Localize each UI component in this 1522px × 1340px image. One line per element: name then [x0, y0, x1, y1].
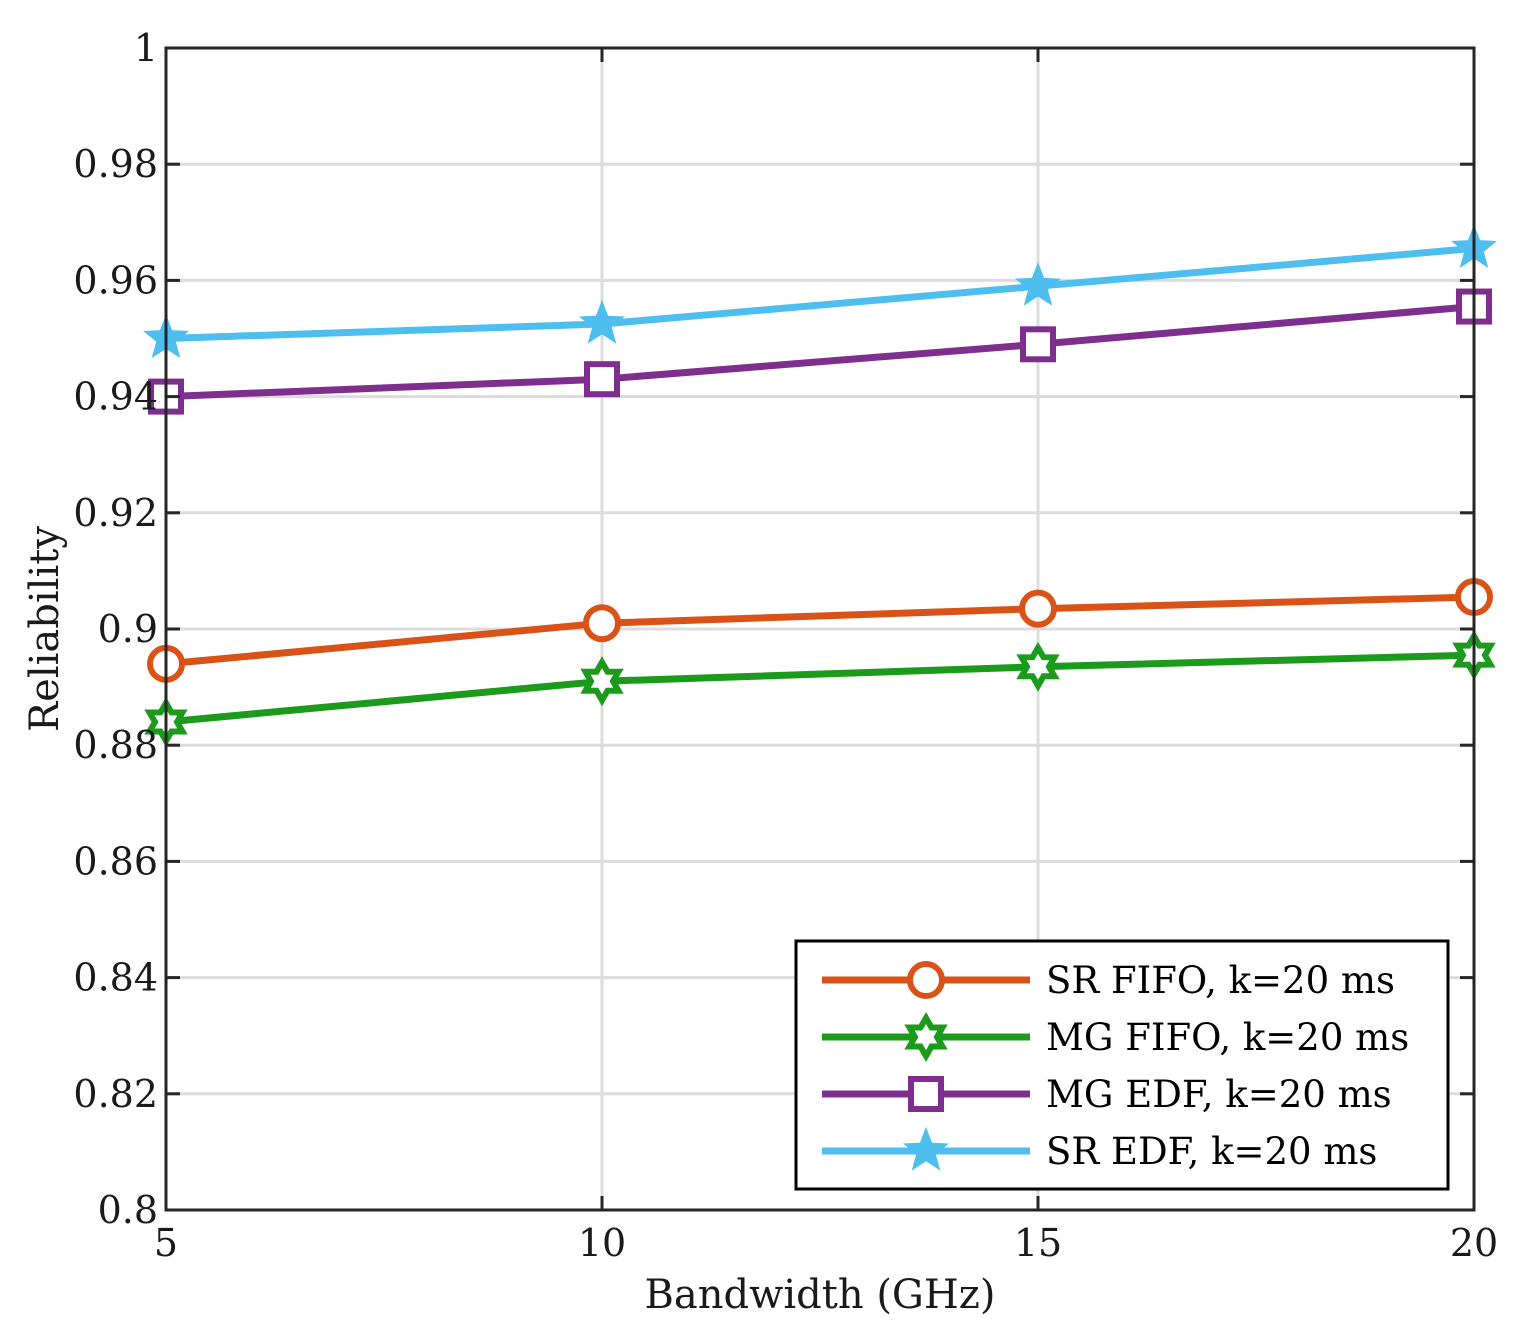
legend-label: SR FIFO, k=20 ms: [1046, 959, 1395, 1002]
data-point-marker: [584, 361, 620, 398]
y-tick-label: 0.86: [73, 839, 158, 883]
x-tick-label: 10: [578, 1221, 626, 1265]
legend-item: SR FIFO, k=20 ms: [822, 959, 1395, 1002]
y-tick-label: 0.98: [73, 142, 158, 186]
x-tick-label: 15: [1014, 1221, 1062, 1265]
x-tick-label: 5: [154, 1221, 178, 1265]
y-tick-label: 0.92: [73, 491, 158, 535]
series-line: [165, 303, 1475, 401]
series-line: [165, 593, 1475, 668]
legend-item: MG EDF, k=20 ms: [822, 1073, 1392, 1116]
y-tick-label: 0.88: [73, 723, 158, 767]
data-point-marker: [583, 604, 621, 643]
data-point-marker: [1020, 326, 1056, 363]
legend-marker: [904, 1012, 948, 1062]
y-tick-label: 1: [134, 26, 158, 70]
y-tick-label: 0.96: [73, 258, 158, 302]
legend-marker: [908, 1076, 944, 1112]
legend: SR FIFO, k=20 ms MG FIFO, k=20 ms MG EDF, …: [794, 939, 1450, 1191]
data-point-marker: [578, 299, 626, 344]
series-line: [165, 244, 1475, 342]
data-point-marker: [580, 656, 624, 707]
y-tick-label: 0.94: [73, 375, 158, 419]
y-tick-label: 0.84: [73, 956, 158, 1000]
x-tick-label: 20: [1450, 1221, 1498, 1265]
legend-label: MG FIFO, k=20 ms: [1046, 1016, 1409, 1059]
data-point-marker: [1016, 641, 1060, 692]
y-tick-label: 0.8: [98, 1188, 158, 1232]
legend-label: SR EDF, k=20 ms: [1046, 1130, 1377, 1173]
x-axis-label: Bandwidth (GHz): [645, 1272, 996, 1318]
series-line: [165, 651, 1475, 726]
series-layer: [142, 224, 1498, 747]
legend-item: SR EDF, k=20 ms: [822, 1126, 1377, 1173]
tick-layer: 5 10 15 20 0.8 0.82 0.84 0.86 0.88 0.9 0.92 0.94 0.9…: [73, 26, 1498, 1265]
legend-item: MG FIFO, k=20 ms: [822, 1012, 1409, 1062]
data-point-marker: [1019, 589, 1057, 628]
data-point-marker: [1014, 261, 1062, 306]
y-tick-label: 0.9: [98, 607, 158, 651]
series-2: [144, 630, 1496, 747]
legend-marker: [902, 1126, 950, 1171]
legend-marker: [907, 961, 945, 999]
legend-label: MG EDF, k=20 ms: [1046, 1073, 1392, 1116]
y-axis-label: Reliability: [22, 526, 68, 732]
y-tick-label: 0.82: [73, 1072, 158, 1116]
